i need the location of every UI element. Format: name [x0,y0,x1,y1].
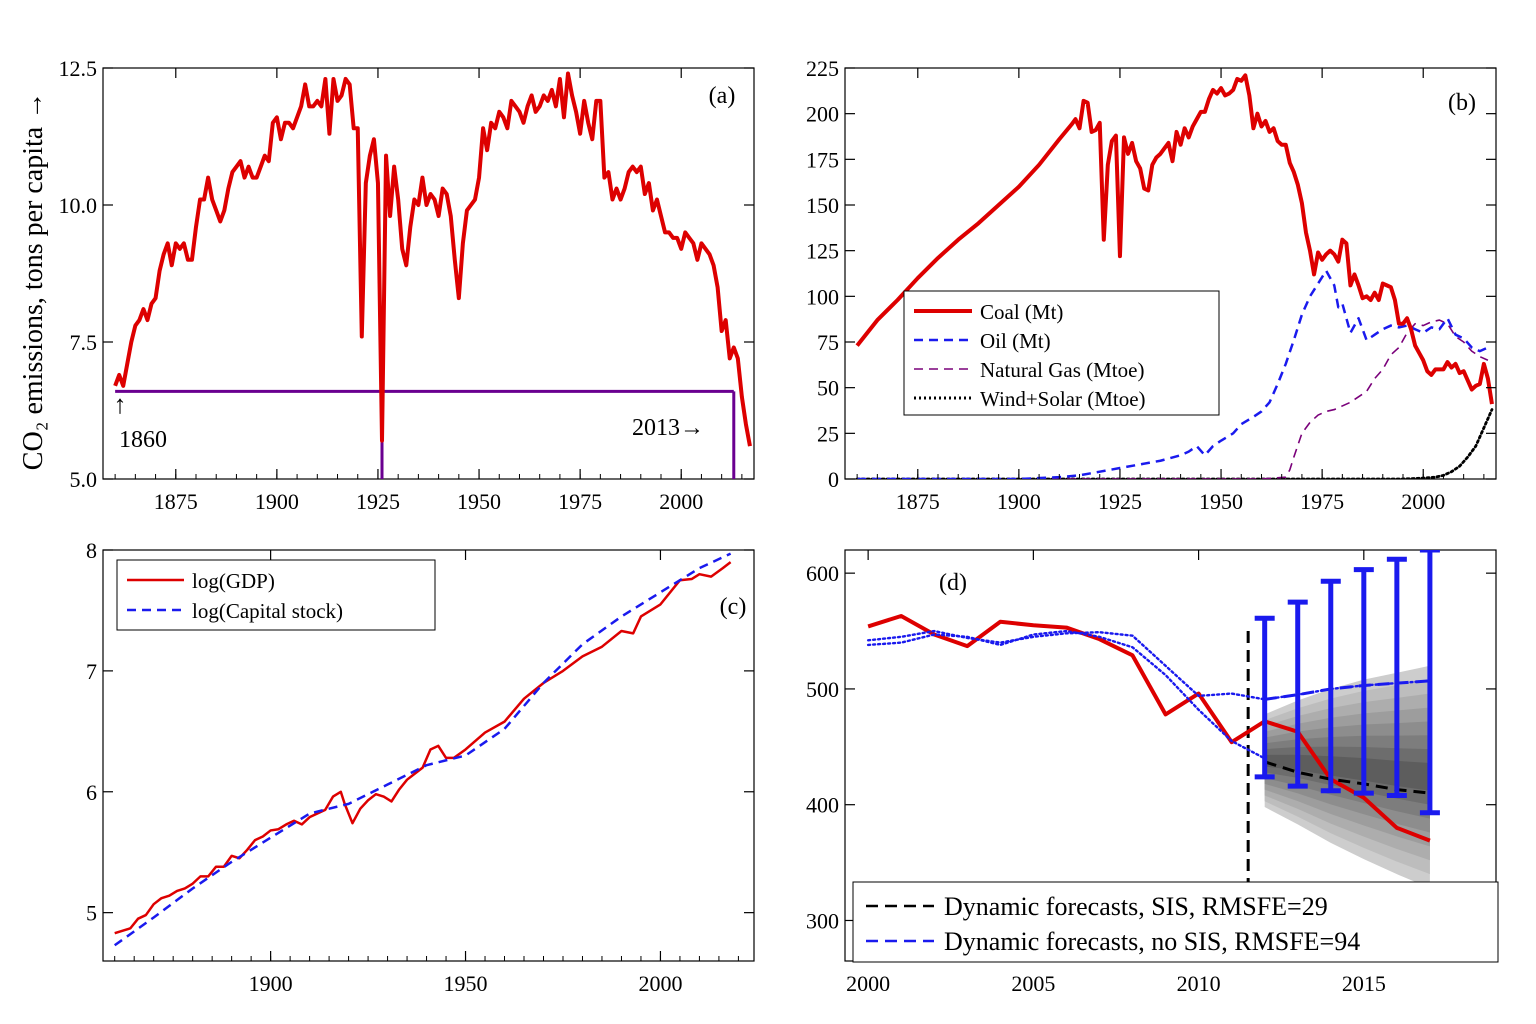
y-tick-label-c: 6 [86,780,97,805]
legend-c: log(GDP) log(Capital stock) [116,559,436,631]
series-line-d-3 [1264,760,1431,795]
legend-b-coal: Coal (Mt) [980,300,1063,324]
legend-d-nosis: Dynamic forecasts, no SIS, RMSFE=94 [944,927,1360,956]
x-tick-label-c: 1950 [444,971,488,996]
legend-b-oil: Oil (Mt) [980,329,1051,353]
series-line-b-2 [857,319,1489,479]
x-tick-label-d: 2015 [1342,971,1386,996]
x-tick-label-c: 1900 [249,971,293,996]
y-tick-label-b: 125 [806,239,839,264]
legend-d-sis: Dynamic forecasts, SIS, RMSFE=29 [944,892,1328,921]
x-tick-label-a: 2000 [659,489,703,514]
annotation-1860: 1860 [119,427,167,453]
legend-c-capital: log(Capital stock) [192,599,343,623]
y-tick-label-b: 0 [828,467,839,492]
panel-a-frame [102,67,755,480]
panel-label-b: (b) [1448,90,1476,116]
legend-c-gdp: log(GDP) [192,569,275,593]
annotation-start-arrow: ↑ [114,390,127,419]
y-tick-label-b: 200 [806,102,839,127]
x-tick-label-b: 1875 [896,489,940,514]
series-line-b-0 [855,73,1494,405]
forecast-fan-band [1264,754,1430,791]
panel-label-c: (c) [720,594,747,620]
y-tick-label-b: 175 [806,147,839,172]
panel-a-plot: 1875 1900 1925 1950 1975 2000 5.0 7.5 10.0 12.5 [59,56,754,514]
x-tick-label-a: 1875 [154,489,198,514]
series-line-b-3 [855,408,1494,479]
y-tick-label-b: 100 [806,284,839,309]
x-tick-label-a: 1900 [255,489,299,514]
y-tick-label-b: 25 [817,421,839,446]
y-tick-label-b: 150 [806,193,839,218]
x-tick-label-b: 1900 [997,489,1041,514]
y-tick-label-d: 500 [806,677,839,702]
legend-b: Coal (Mt) Oil (Mt) Natural Gas (Mtoe) Wi… [903,290,1220,416]
panel-b-plot: 1875 1900 1925 1950 1975 2000 0 25 50 75 100 125 150… [806,56,1496,514]
x-tick-label-d: 2000 [846,971,890,996]
x-tick-label-b: 1950 [1199,489,1243,514]
x-tick-label-a: 1950 [457,489,501,514]
plot-area-d [866,550,1440,961]
x-tick-label-b: 1925 [1098,489,1142,514]
panel-c-frame [102,549,755,962]
y-tick-label-a: 7.5 [70,330,98,355]
panel-d-plot: 2000 2005 2010 2015 300 400 500 600 [806,550,1497,996]
series-line-a-0 [113,71,752,447]
y-tick-label-b: 75 [817,330,839,355]
y-tick-label-d: 300 [806,908,839,933]
legend-d: Dynamic forecasts, SIS, RMSFE=29 Dynamic… [852,881,1499,963]
legend-b-gas: Natural Gas (Mtoe) [980,358,1144,382]
x-tick-label-a: 1975 [558,489,602,514]
series-line-d-2 [866,629,1266,760]
y-tick-label-d: 400 [806,793,839,818]
x-tick-label-b: 1975 [1300,489,1344,514]
y-tick-label-d: 600 [806,561,839,586]
y-tick-label-a: 10.0 [59,193,98,218]
y-tick-label-c: 7 [86,659,97,684]
x-tick-label-b: 2000 [1401,489,1445,514]
y-tick-label-c: 5 [86,901,97,926]
plot-area-c [113,552,732,947]
x-tick-label-d: 2005 [1011,971,1055,996]
y-tick-label-a: 12.5 [59,56,98,81]
y-tick-label-b: 225 [806,56,839,81]
y-tick-label-a: 5.0 [70,467,98,492]
x-tick-label-d: 2010 [1177,971,1221,996]
x-tick-label-c: 2000 [638,971,682,996]
series-line-d-4 [1264,679,1431,701]
plot-area-a [113,71,752,479]
x-tick-label-a: 1925 [356,489,400,514]
legend-b-windsolar: Wind+Solar (Mtoe) [980,387,1146,411]
series-line-c-1 [113,552,732,947]
panel-c-plot: 1900 1950 2000 5 6 7 8 [86,538,754,996]
panel-b-frame [844,67,1497,480]
y-tick-label-c: 8 [86,538,97,563]
y-axis-label-a: CO₂ emissions, tons per capita → [18,92,49,470]
annotation-2013: 2013→ [632,415,704,441]
panel-label-d: (d) [939,570,967,596]
y-tick-label-b: 50 [817,376,839,401]
series-line-c-0 [114,561,732,935]
plot-area-b [855,73,1494,479]
series-line-d-0 [867,613,1431,843]
panel-label-a: (a) [709,83,736,109]
series-line-b-1 [857,269,1489,479]
